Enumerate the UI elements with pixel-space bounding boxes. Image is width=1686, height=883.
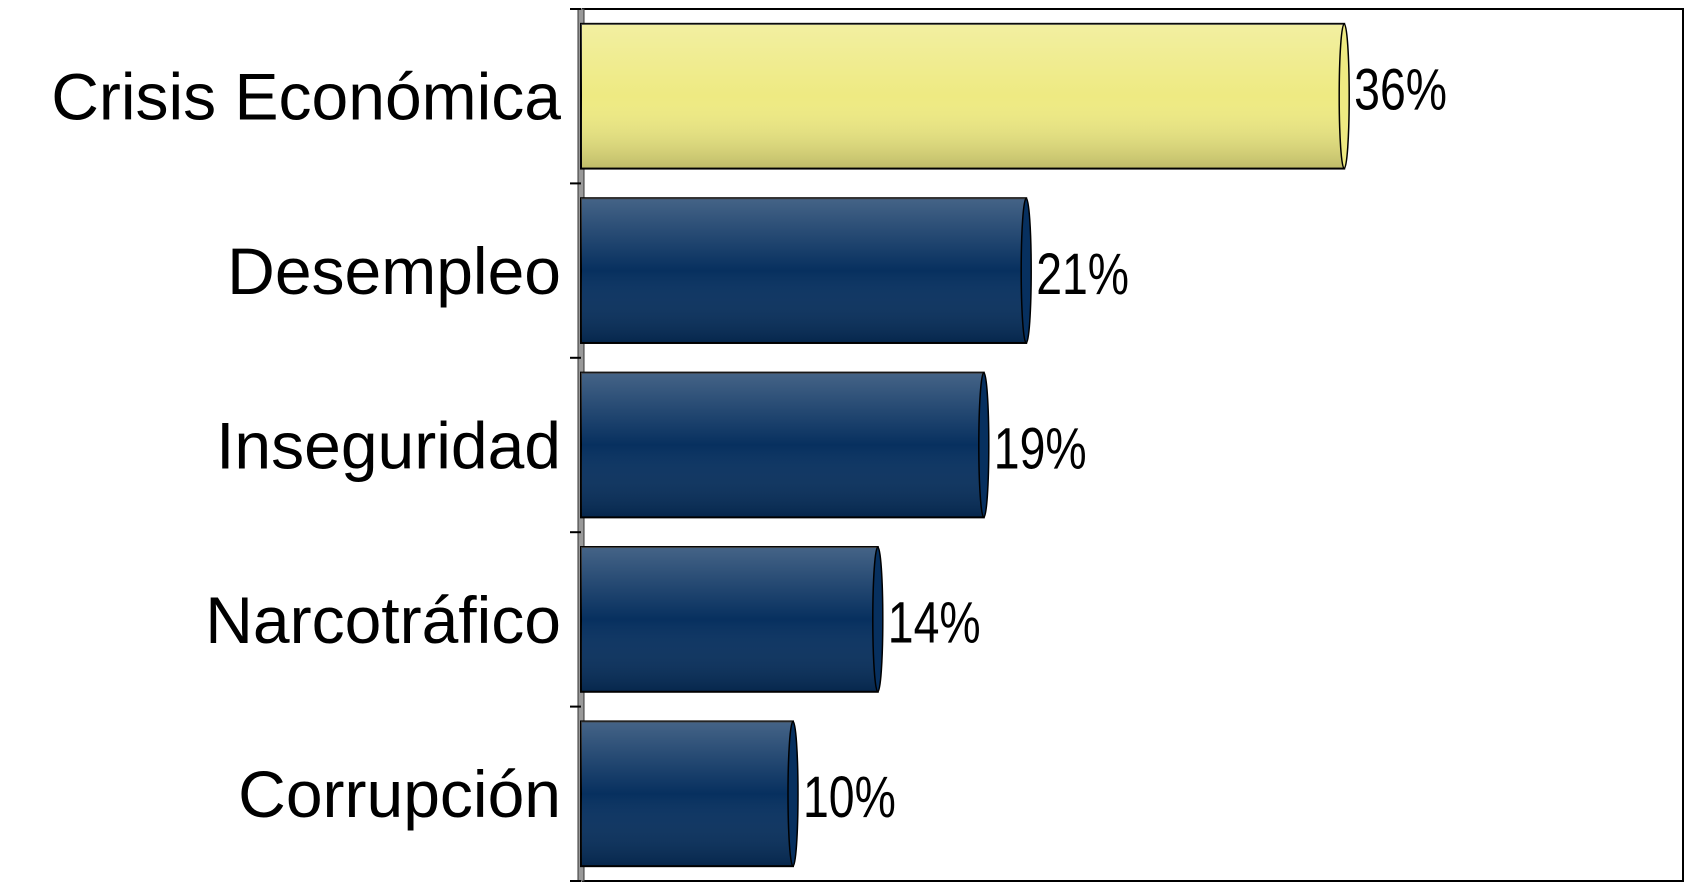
bar-end [872, 546, 884, 693]
value-label: 19% [994, 416, 1087, 481]
bar-shade [581, 23, 1345, 169]
value-label: 21% [1036, 242, 1129, 307]
category-label: Narcotráfico [205, 583, 561, 657]
bar-shade [581, 372, 984, 518]
category-label: Crisis Económica [51, 60, 561, 134]
bar-end [1338, 23, 1350, 170]
bar-end [1020, 197, 1032, 344]
bar-shade [581, 721, 793, 867]
bar-end [787, 720, 799, 867]
bar-shade [581, 547, 878, 692]
category-label: Inseguridad [216, 408, 561, 482]
value-label: 36% [1354, 58, 1447, 123]
category-label: Desempleo [227, 234, 561, 308]
bar-end [978, 371, 990, 519]
value-label: 14% [888, 591, 981, 656]
bar-shade [581, 198, 1027, 343]
value-label: 10% [803, 765, 896, 830]
category-label: Corrupción [238, 757, 561, 831]
